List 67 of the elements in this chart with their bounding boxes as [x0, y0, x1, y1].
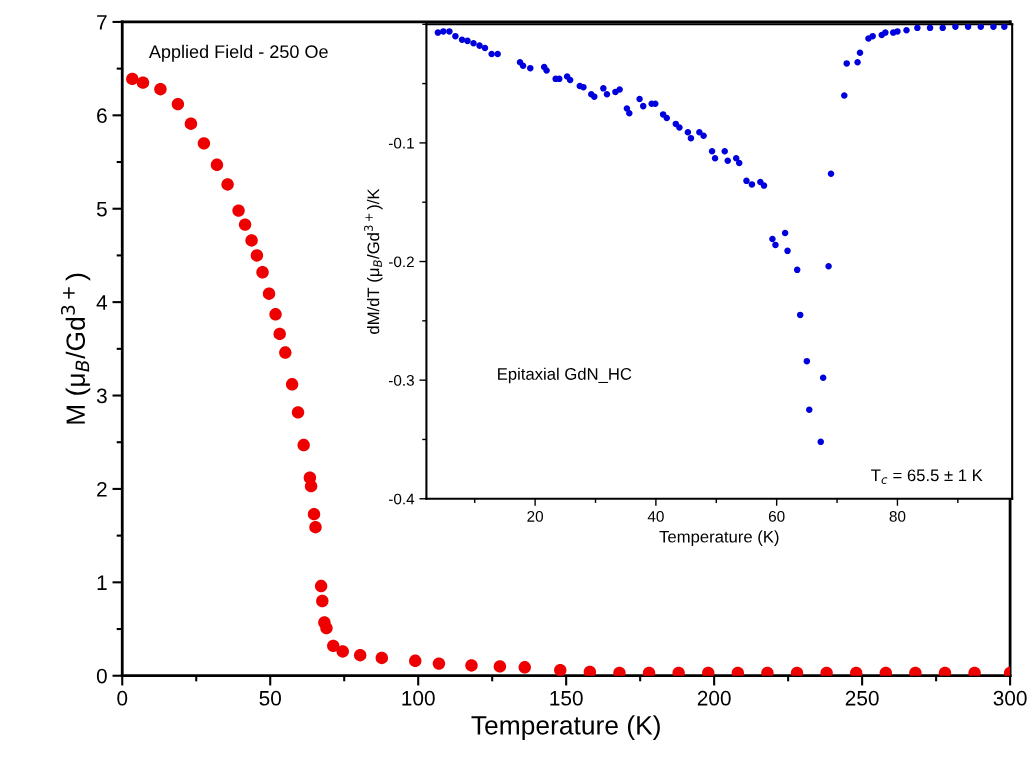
x-tick-label: 40 [647, 510, 664, 522]
x-tick-label: 300 [993, 690, 1027, 706]
annotation: Epitaxial GdN_HC [498, 367, 632, 384]
y-tick-label: 2 [97, 481, 107, 497]
point [554, 663, 567, 676]
point [256, 266, 269, 279]
point [336, 645, 349, 658]
x-tick-label: 20 [527, 510, 544, 522]
point [375, 651, 389, 665]
annotation: T$_{c}$ = 65.5 ± 1 K [871, 469, 983, 484]
point [432, 657, 446, 670]
y-tick-label: 7 [97, 15, 107, 30]
point [136, 76, 150, 89]
point [465, 659, 478, 672]
point [314, 579, 328, 593]
point [232, 204, 245, 217]
point [126, 72, 139, 86]
y-axis-title: M (μ$_{B}$/Gd$^{3+}$) [60, 273, 91, 424]
x-tick-label: 100 [402, 690, 435, 706]
point [250, 249, 264, 262]
point [327, 639, 340, 653]
point [154, 82, 167, 96]
y-tick-label: 6 [97, 108, 107, 124]
point [221, 178, 234, 191]
point [320, 621, 333, 635]
y-tick-label: 0 [96, 668, 107, 684]
y-tick-label: -0.2 [388, 256, 414, 268]
point [583, 665, 597, 676]
point [493, 660, 507, 673]
point [297, 438, 310, 452]
y-tick-label: -0.1 [388, 137, 414, 149]
point [291, 406, 305, 419]
point [238, 218, 252, 231]
point [197, 137, 211, 150]
point [184, 117, 198, 130]
point [353, 648, 367, 662]
point [273, 327, 286, 341]
point [171, 97, 185, 111]
x-axis-title: Temperature (K) [471, 715, 660, 740]
x-tick-label: 0 [117, 690, 128, 706]
y-axis-title: dM/dT (μ$_{B}$/Gd$^{3+}$)/K [364, 188, 383, 334]
y-tick-label: 1 [97, 575, 107, 590]
x-tick-label: 150 [550, 690, 583, 706]
point [279, 346, 292, 359]
annotation: Applied Field - 250 Oe [148, 44, 328, 62]
point [269, 308, 282, 321]
y-tick-label: 4 [96, 295, 108, 310]
point [309, 521, 322, 534]
point [304, 479, 318, 493]
point [245, 234, 258, 247]
point [307, 507, 321, 521]
point [285, 378, 299, 391]
x-tick-label: 60 [768, 510, 785, 522]
x-tick-label: 80 [889, 510, 906, 522]
point [518, 661, 531, 674]
y-tick-label: 5 [96, 201, 107, 217]
y-tick-label: -0.3 [388, 375, 414, 386]
point [262, 287, 276, 300]
y-tick-label: -0.4 [388, 493, 415, 505]
x-axis-title: Temperature (K) [659, 530, 779, 546]
x-tick-label: 200 [697, 690, 731, 706]
point [316, 594, 329, 608]
y-tick-label: 3 [96, 388, 107, 404]
point [409, 654, 422, 667]
point [210, 158, 224, 172]
x-tick-label: 250 [845, 690, 879, 706]
x-tick-label: 50 [259, 690, 281, 706]
